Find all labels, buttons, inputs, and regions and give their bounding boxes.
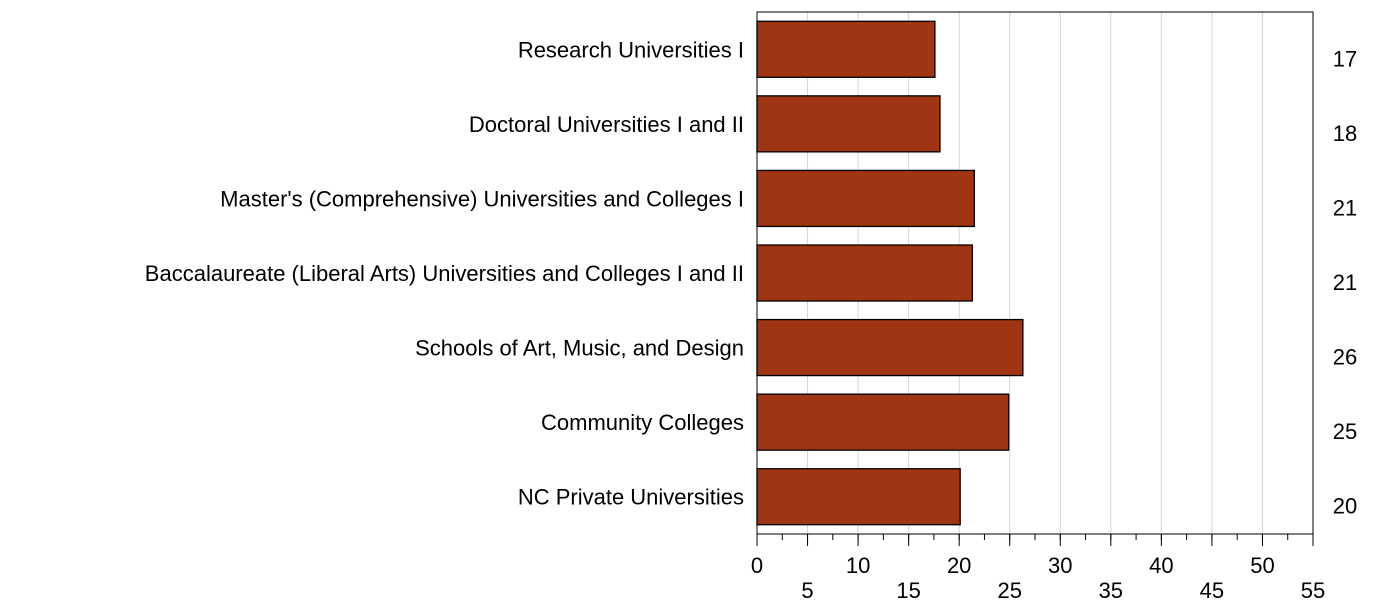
value-label: 25 — [1333, 419, 1357, 444]
value-label: 21 — [1333, 270, 1357, 295]
x-tick-label: 20 — [947, 553, 971, 578]
x-tick-label: 50 — [1250, 553, 1274, 578]
category-label: Community Colleges — [541, 410, 744, 435]
bar — [756, 393, 1010, 451]
category-labels: Research Universities I Doctoral Universi… — [145, 37, 744, 509]
x-tick-label: 40 — [1149, 553, 1173, 578]
x-tick-label: 30 — [1048, 553, 1072, 578]
bar — [756, 468, 961, 526]
value-labels: 17 18 21 21 26 25 20 — [1333, 46, 1357, 518]
bar — [756, 95, 941, 153]
value-label: 21 — [1333, 195, 1357, 220]
x-tick-label: 0 — [751, 553, 763, 578]
category-label: Master's (Comprehensive) Universities an… — [220, 186, 744, 211]
x-tick-label: 55 — [1301, 578, 1325, 603]
bar — [756, 20, 936, 78]
bar — [756, 244, 973, 302]
x-tick-label: 45 — [1200, 578, 1224, 603]
category-label: Baccalaureate (Liberal Arts) Universitie… — [145, 261, 744, 286]
bar — [756, 169, 975, 228]
category-label: Schools of Art, Music, and Design — [415, 336, 744, 361]
value-label: 20 — [1333, 494, 1357, 519]
category-label: Research Universities I — [518, 37, 744, 62]
x-tick-label: 25 — [997, 578, 1021, 603]
bars — [756, 20, 1024, 526]
x-tick-label: 15 — [896, 578, 920, 603]
x-tick-label: 5 — [801, 578, 813, 603]
x-tick-label: 10 — [846, 553, 870, 578]
value-label: 26 — [1333, 345, 1357, 370]
x-tick-label: 35 — [1099, 578, 1123, 603]
category-label: NC Private Universities — [518, 485, 744, 510]
value-label: 17 — [1333, 46, 1357, 71]
value-label: 18 — [1333, 121, 1357, 146]
category-label: Doctoral Universities I and II — [469, 112, 744, 137]
x-axis-ticks: 0 5 10 15 20 25 30 35 40 45 50 55 — [751, 534, 1325, 603]
bar — [756, 318, 1024, 377]
